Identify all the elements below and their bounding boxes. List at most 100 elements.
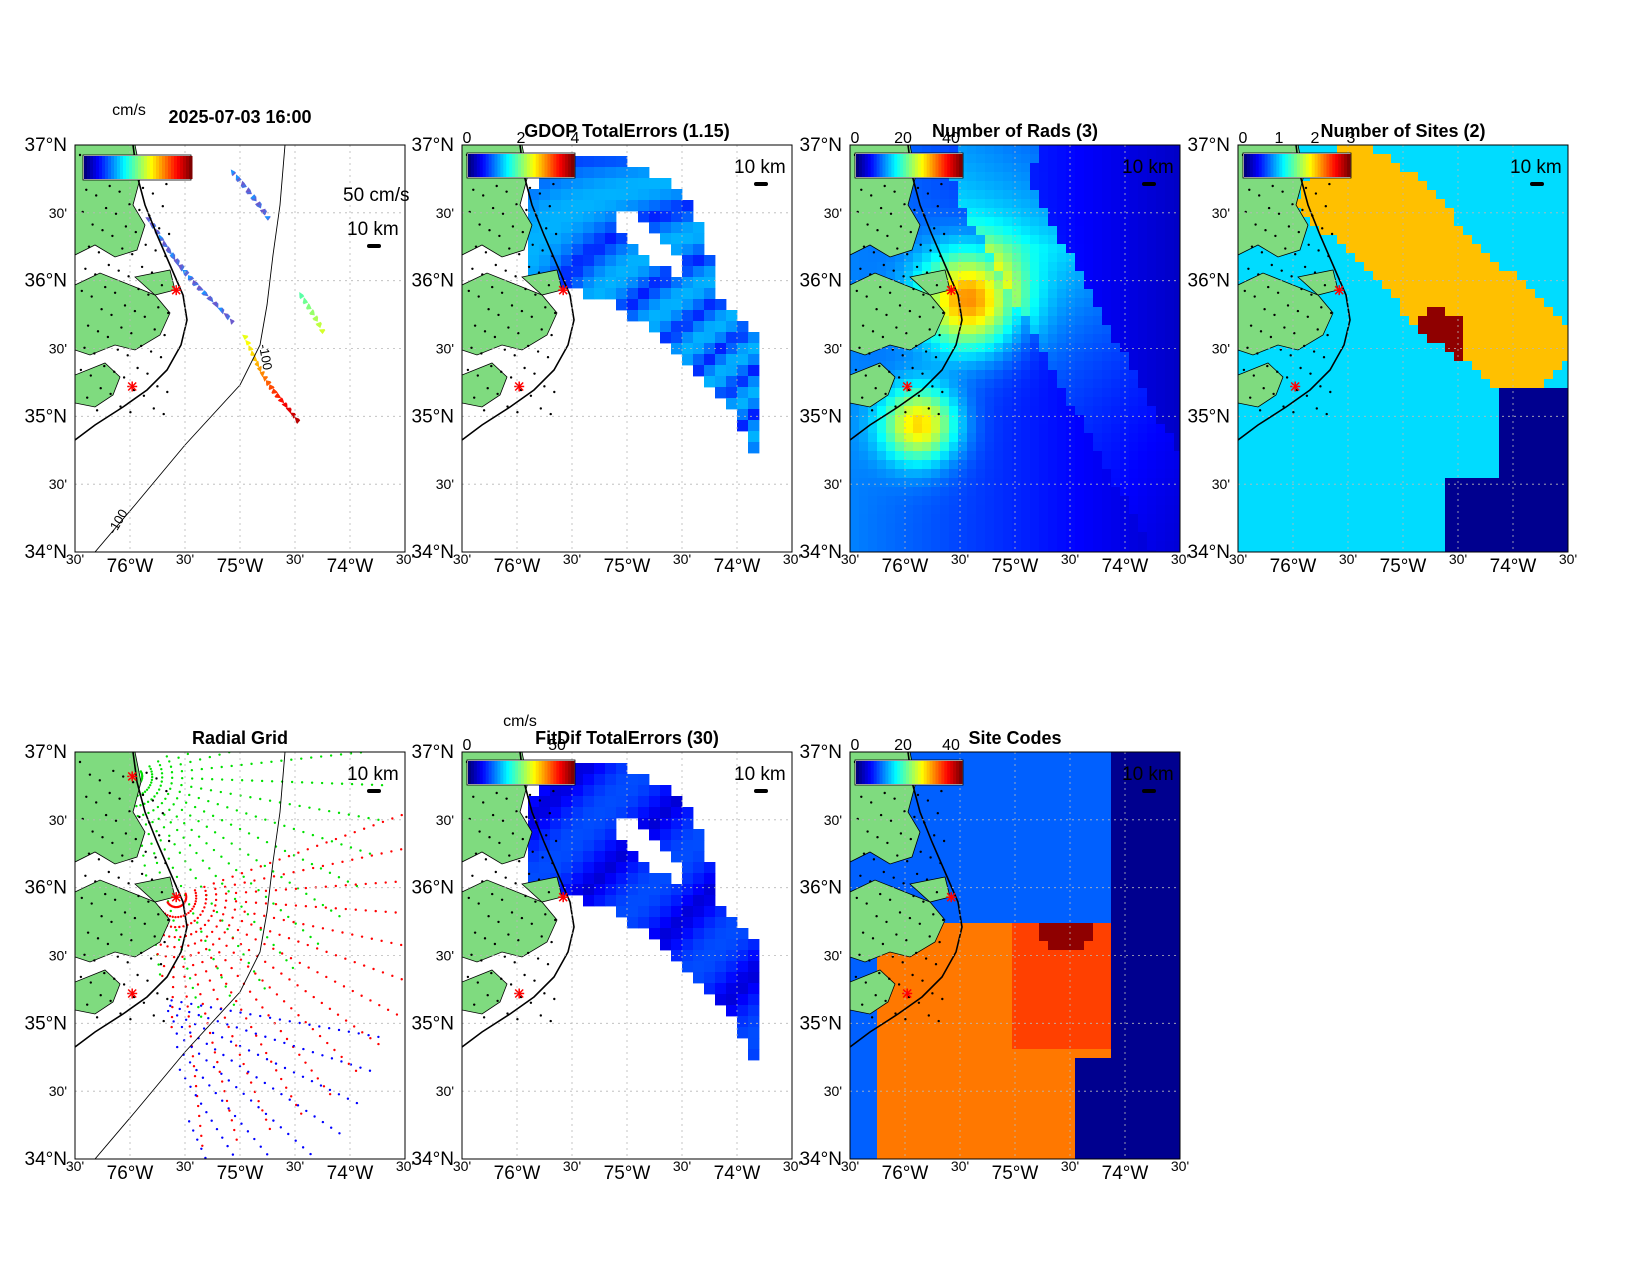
coast-dot xyxy=(153,328,156,331)
heat-cell xyxy=(1120,487,1130,497)
heat-cell xyxy=(1012,460,1022,470)
heat-cell xyxy=(1436,172,1446,182)
heat-cell xyxy=(1328,451,1338,461)
heat-cell xyxy=(985,469,995,479)
current-vector xyxy=(254,360,259,367)
axes-2: 37°N36°N35°N34°N30'30'30'76°W 75°W 74°W30'… xyxy=(800,135,1190,577)
radial-grid-point xyxy=(216,997,219,1001)
heat-cell xyxy=(967,478,977,488)
heat-cell xyxy=(1463,235,1473,245)
heat-cell xyxy=(985,253,995,263)
heat-cell xyxy=(1481,469,1491,479)
heat-cell xyxy=(1364,253,1374,263)
heat-cell xyxy=(1382,253,1392,263)
heat-cell xyxy=(1418,316,1428,326)
heat-cell xyxy=(1409,406,1419,416)
heat-cell xyxy=(1526,460,1536,470)
heat-cell xyxy=(1075,379,1085,389)
heat-cell xyxy=(1319,370,1329,380)
coast-dot xyxy=(1317,249,1320,252)
heat-cell xyxy=(726,354,738,366)
heat-cell xyxy=(1454,253,1464,263)
coast-dot xyxy=(878,364,881,368)
heat-cell xyxy=(1093,334,1103,344)
heat-cell xyxy=(1373,451,1383,461)
radial-grid-point xyxy=(240,905,243,908)
heat-cell xyxy=(931,361,941,371)
heat-cell xyxy=(904,361,914,371)
heat-cell xyxy=(1048,253,1058,263)
heat-cell xyxy=(1427,496,1437,506)
coast-dot xyxy=(127,275,130,278)
heat-cell xyxy=(1084,271,1094,281)
heat-cell xyxy=(958,316,968,326)
heat-cell xyxy=(1490,163,1500,173)
heat-cell xyxy=(1463,514,1473,524)
heat-cell xyxy=(583,288,595,300)
heat-cell xyxy=(877,424,887,434)
lon-tick-minor: 30' xyxy=(841,551,859,567)
heat-cell xyxy=(1129,271,1139,281)
heat-cell xyxy=(976,271,986,281)
heat-cell xyxy=(922,352,932,362)
radial-grid-point xyxy=(216,803,219,806)
heat-cell xyxy=(1093,505,1103,515)
heat-cell xyxy=(958,550,968,552)
heat-cell xyxy=(1391,361,1401,371)
heat-cell xyxy=(958,505,968,515)
heat-cell xyxy=(931,451,941,461)
coast-dot xyxy=(1324,205,1327,208)
coast-dot xyxy=(505,190,508,193)
heat-cell xyxy=(913,244,923,254)
heat-cell xyxy=(572,266,584,278)
heat-cell xyxy=(931,334,941,344)
heat-cell xyxy=(994,352,1004,362)
heat-cell xyxy=(1373,370,1383,380)
heat-cell xyxy=(1355,442,1365,452)
heat-cell xyxy=(1481,190,1491,200)
heat-cell xyxy=(1535,505,1545,515)
heat-cell xyxy=(1454,343,1464,353)
coast-dot xyxy=(473,324,477,327)
heat-cell xyxy=(1355,406,1365,416)
heat-cell xyxy=(1111,550,1121,552)
heat-cell xyxy=(1120,289,1130,299)
heat-cell xyxy=(994,235,1004,245)
heat-cell xyxy=(1093,280,1103,290)
heat-cell xyxy=(904,532,914,542)
heat-cell xyxy=(1391,307,1401,317)
heat-cell xyxy=(1355,289,1365,299)
heat-cell xyxy=(1382,334,1392,344)
heat-cell xyxy=(1030,469,1040,479)
heat-cell xyxy=(561,266,573,278)
heat-cell xyxy=(1120,163,1130,173)
coast-dot xyxy=(1258,194,1261,197)
heat-cell xyxy=(1454,352,1464,362)
heat-cell xyxy=(1102,397,1112,407)
heat-cell xyxy=(1526,334,1536,344)
heat-cell xyxy=(1463,181,1473,191)
heat-cell xyxy=(958,541,968,551)
radial-grid-point xyxy=(163,848,166,851)
heat-cell xyxy=(1427,514,1437,524)
heat-cell xyxy=(1535,163,1545,173)
heat-cell xyxy=(1066,514,1076,524)
heat-cell xyxy=(1463,370,1473,380)
coast-dot xyxy=(860,188,863,191)
heat-cell xyxy=(1544,181,1554,191)
heat-cell xyxy=(1138,199,1148,209)
heat-cell xyxy=(1346,217,1356,227)
heat-cell xyxy=(1544,541,1554,551)
heat-cell xyxy=(1328,343,1338,353)
heat-cell xyxy=(1490,325,1500,335)
radial-grid-point xyxy=(263,942,266,946)
coast-dot xyxy=(1330,232,1334,236)
heat-cell xyxy=(1084,487,1094,497)
heat-cell xyxy=(1310,244,1320,254)
heat-cell xyxy=(859,469,869,479)
heat-cell xyxy=(877,496,887,506)
heat-cell xyxy=(1544,496,1554,506)
heat-cell xyxy=(1400,397,1410,407)
radial-grid-point xyxy=(191,963,195,967)
heat-cell xyxy=(1517,496,1527,506)
